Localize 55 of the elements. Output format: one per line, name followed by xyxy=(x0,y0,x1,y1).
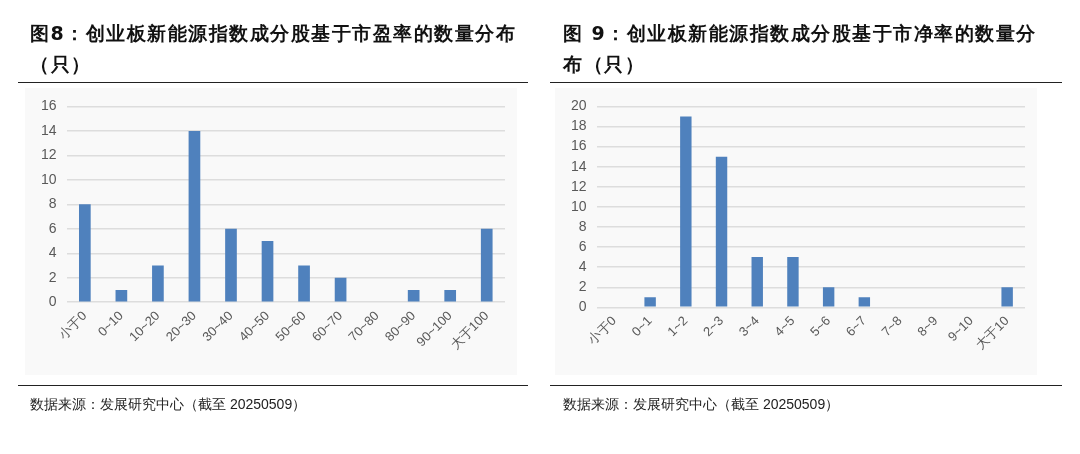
y-tick-label: 16 xyxy=(570,137,587,154)
y-tick-label: 16 xyxy=(40,97,57,114)
chart-title: 图8：创业板新能源指数成分股基于市盈率的数量分布（只） xyxy=(30,21,518,77)
y-tick-label: 20 xyxy=(570,97,587,114)
bar xyxy=(715,156,728,307)
x-tick-label: 5~6 xyxy=(807,312,834,340)
y-tick-label: 10 xyxy=(40,170,57,187)
bar xyxy=(858,297,871,307)
x-tick-label: 2~3 xyxy=(699,312,727,340)
bar xyxy=(787,257,799,307)
bar xyxy=(188,130,201,302)
bar xyxy=(298,265,310,302)
x-tick-label: 小于0 xyxy=(584,312,620,348)
bar xyxy=(334,277,347,302)
bar xyxy=(225,228,237,302)
y-tick-label: 12 xyxy=(570,177,587,194)
y-tick-label: 18 xyxy=(570,117,587,134)
x-tick-label: 4~5 xyxy=(771,312,798,340)
x-tick-label: 6~7 xyxy=(842,312,869,340)
y-tick-label: 0 xyxy=(578,298,587,315)
x-tick-label: 3~4 xyxy=(735,312,762,340)
bar xyxy=(152,265,164,302)
bar xyxy=(261,241,274,302)
x-tick-label: 小于0 xyxy=(55,307,90,342)
y-tick-label: 4 xyxy=(48,244,57,261)
bar xyxy=(78,204,91,302)
y-tick-label: 10 xyxy=(570,197,587,214)
y-tick-label: 0 xyxy=(48,293,57,310)
y-tick-label: 14 xyxy=(570,157,587,174)
y-tick-label: 6 xyxy=(578,237,587,254)
x-tick-label: 7~8 xyxy=(878,312,905,340)
x-tick-label: 大于10 xyxy=(972,312,1012,353)
x-tick-label: 1~2 xyxy=(664,312,691,340)
source-note: 数据来源：发展研究中心（截至 20250509） xyxy=(563,396,840,414)
y-tick-label: 8 xyxy=(48,195,57,212)
bar xyxy=(680,116,692,307)
bar xyxy=(480,228,493,302)
y-tick-label: 6 xyxy=(48,219,57,236)
y-tick-label: 2 xyxy=(578,278,587,295)
y-tick-label: 2 xyxy=(48,268,57,285)
bar xyxy=(822,287,835,307)
y-tick-label: 8 xyxy=(578,217,587,234)
x-tick-label: 8~9 xyxy=(914,312,941,340)
y-tick-label: 4 xyxy=(578,258,587,275)
bar xyxy=(1001,287,1013,307)
bar xyxy=(407,290,420,302)
bar xyxy=(751,257,763,307)
bar xyxy=(444,290,457,302)
bar xyxy=(115,290,128,302)
bar xyxy=(644,297,656,307)
x-tick-label: 0~1 xyxy=(628,312,655,340)
y-tick-label: 14 xyxy=(40,121,57,138)
chart-title: 图 9：创业板新能源指数成分股基于市净率的数量分布（只） xyxy=(563,21,1038,77)
source-note: 数据来源：发展研究中心（截至 20250509） xyxy=(30,396,307,414)
y-tick-label: 12 xyxy=(40,146,57,163)
